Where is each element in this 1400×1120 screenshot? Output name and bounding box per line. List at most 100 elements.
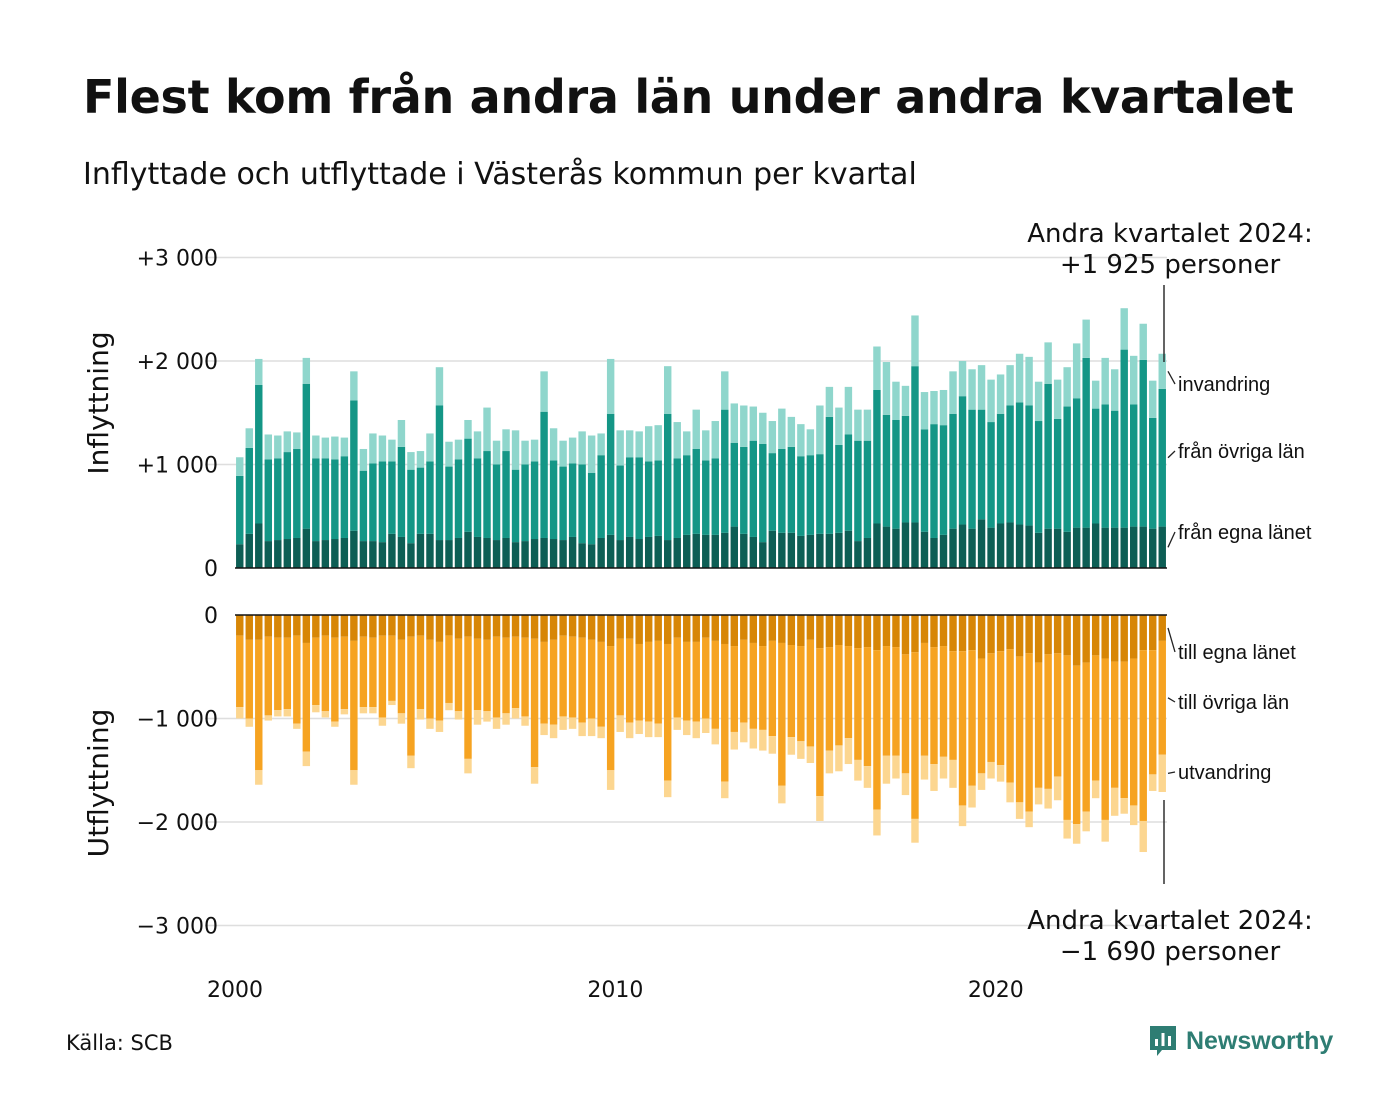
bar-in-egna — [806, 534, 815, 568]
brand-logo: Newsworthy — [1148, 1024, 1333, 1058]
bar-out-ovriga — [873, 650, 881, 810]
bar-in-egna — [654, 535, 662, 568]
bar-in-egna — [787, 532, 796, 568]
bar-out-egna — [378, 615, 387, 636]
bar-in-egna — [996, 523, 1005, 568]
bar-out-egna — [778, 615, 786, 643]
bar-out-egna — [1110, 615, 1119, 662]
bar-out-egna — [711, 615, 719, 641]
bar-in-egna — [920, 531, 929, 568]
bar-in-egna — [816, 533, 824, 568]
bar-in-invandring — [388, 439, 396, 462]
bar-out-utvandring — [702, 718, 710, 733]
bar-in-invandring — [502, 429, 510, 452]
bar-in-invandring — [1139, 323, 1147, 360]
bar-out-utvandring — [892, 755, 900, 779]
y-tick-label: −3 000 — [137, 915, 218, 940]
bar-out-egna — [920, 615, 929, 643]
bar-out-utvandring — [1149, 774, 1157, 791]
bar-in-ovriga — [1063, 406, 1071, 532]
bar-in-egna — [321, 540, 330, 568]
bar-in-egna — [825, 533, 834, 568]
bar-in-ovriga — [683, 455, 691, 535]
bar-in-ovriga — [302, 383, 311, 529]
bar-out-ovriga — [388, 635, 396, 701]
chart-subtitle: Inflyttade och utflyttade i Västerås kom… — [83, 157, 917, 192]
bar-out-ovriga — [816, 648, 824, 797]
bar-out-ovriga — [1006, 649, 1014, 783]
bar-out-utvandring — [920, 755, 929, 780]
bar-out-utvandring — [635, 720, 643, 735]
bar-in-egna — [454, 537, 463, 568]
bar-in-invandring — [920, 392, 929, 430]
bar-out-ovriga — [996, 651, 1005, 766]
bar-out-egna — [1044, 615, 1052, 655]
bar-in-invandring — [949, 371, 957, 414]
bar-in-invandring — [721, 371, 729, 410]
bar-in-invandring — [568, 437, 577, 464]
bar-out-egna — [473, 615, 482, 639]
bar-out-utvandring — [454, 711, 463, 720]
bar-out-utvandring — [435, 720, 444, 732]
bar-out-ovriga — [854, 648, 862, 760]
bar-in-ovriga — [559, 466, 567, 541]
bar-in-ovriga — [435, 405, 444, 541]
bar-in-invandring — [397, 419, 406, 447]
bar-out-ovriga — [245, 639, 253, 719]
y-tick-label: +1 000 — [137, 454, 218, 479]
bar-in-ovriga — [369, 463, 377, 542]
bar-in-ovriga — [606, 413, 615, 535]
bar-in-ovriga — [549, 460, 558, 540]
bar-in-ovriga — [454, 459, 463, 538]
bar-in-invandring — [654, 425, 662, 461]
bar-in-invandring — [1072, 343, 1081, 399]
bar-out-utvandring — [664, 780, 672, 798]
bar-out-ovriga — [882, 646, 891, 756]
bar-out-egna — [987, 615, 995, 654]
bar-in-egna — [388, 533, 396, 568]
bar-in-egna — [264, 541, 272, 568]
bar-in-ovriga — [1158, 388, 1166, 527]
bar-out-egna — [293, 615, 301, 636]
bar-in-egna — [1149, 528, 1157, 568]
bar-out-ovriga — [435, 641, 444, 721]
bar-out-egna — [1053, 615, 1062, 654]
bar-out-egna — [540, 615, 548, 642]
bar-out-utvandring — [1053, 776, 1062, 801]
bar-in-invandring — [987, 379, 995, 423]
bar-in-invandring — [321, 437, 330, 459]
bar-in-egna — [692, 533, 700, 568]
bar-out-utvandring — [749, 728, 758, 749]
bar-in-invandring — [245, 428, 253, 448]
bar-out-utvandring — [511, 708, 520, 719]
bar-in-invandring — [968, 369, 976, 410]
bar-in-egna — [1044, 528, 1052, 568]
bar-out-utvandring — [1139, 820, 1147, 853]
bar-in-invandring — [274, 435, 282, 459]
bar-out-utvandring — [863, 766, 872, 788]
bar-out-ovriga — [1120, 661, 1128, 799]
bar-out-utvandring — [492, 717, 501, 729]
bar-out-utvandring — [274, 710, 282, 717]
bar-out-utvandring — [854, 759, 862, 781]
bar-in-ovriga — [835, 444, 843, 533]
annotation-top-line2: +1 925 personer — [1059, 250, 1281, 280]
bar-in-invandring — [606, 358, 615, 414]
bar-out-utvandring — [711, 728, 719, 745]
bar-in-invandring — [816, 405, 824, 455]
bar-in-ovriga — [540, 411, 548, 538]
bar-in-ovriga — [625, 457, 634, 537]
bar-in-ovriga — [568, 463, 577, 537]
bar-out-egna — [721, 615, 729, 644]
bar-in-ovriga — [797, 456, 805, 536]
bar-out-utvandring — [359, 707, 368, 714]
bar-out-utvandring — [616, 715, 624, 732]
bar-in-ovriga — [359, 470, 368, 542]
bar-in-ovriga — [587, 472, 596, 545]
bar-out-egna — [1158, 615, 1166, 641]
bar-out-ovriga — [683, 641, 691, 721]
bar-in-invandring — [759, 412, 767, 444]
bar-in-ovriga — [1044, 383, 1052, 529]
bar-in-ovriga — [939, 425, 948, 535]
bar-in-egna — [977, 519, 986, 568]
